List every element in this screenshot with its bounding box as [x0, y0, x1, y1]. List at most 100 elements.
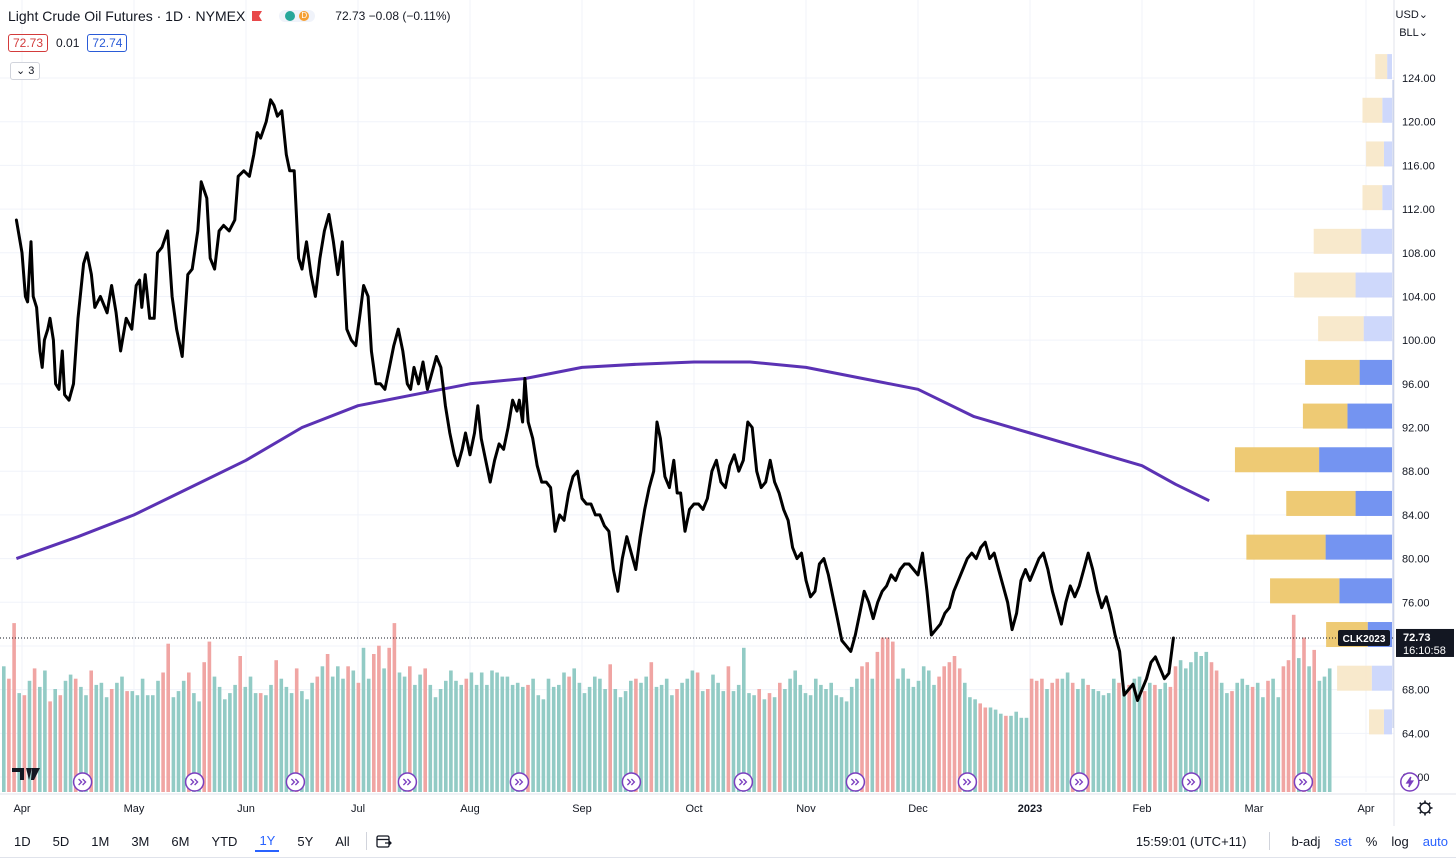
volume-bar — [1024, 717, 1029, 792]
volume-bar — [1240, 678, 1245, 792]
volume-bar — [320, 666, 325, 792]
percent-toggle[interactable]: % — [1365, 833, 1378, 849]
volume-bar — [685, 678, 690, 792]
volume-profile-up — [1362, 185, 1383, 211]
dividend-event-icon[interactable] — [1293, 772, 1314, 792]
dividend-event-icon[interactable] — [397, 772, 418, 792]
volume-bar — [387, 647, 391, 792]
volume-bar — [1029, 678, 1034, 792]
range-button-3m[interactable]: 3M — [131, 833, 150, 849]
range-button-ytd[interactable]: YTD — [211, 833, 238, 849]
volume-bar — [1142, 691, 1147, 792]
indicator-collapse-button[interactable]: ⌄ 3 — [10, 62, 41, 80]
moving-average-line — [15, 360, 1210, 561]
volume-bar — [690, 670, 695, 792]
range-button-1m[interactable]: 1M — [91, 833, 110, 849]
volume-bar — [366, 678, 371, 792]
clock-text[interactable]: 15:59:01 (UTC+11) — [1135, 833, 1247, 849]
dividend-event-icon[interactable] — [845, 772, 866, 792]
volume-bar — [1230, 691, 1234, 792]
x-tick-label: Aug — [460, 803, 480, 815]
badj-toggle[interactable]: b-adj — [1291, 833, 1321, 849]
dividend-event-icon[interactable] — [733, 772, 754, 792]
volume-bar — [274, 660, 278, 792]
volume-bar — [916, 680, 921, 792]
volume-bar — [1055, 678, 1060, 792]
volume-bar — [1194, 651, 1198, 792]
gear-icon[interactable] — [1417, 800, 1433, 816]
range-button-5d[interactable]: 5D — [52, 833, 70, 849]
flag-icon[interactable] — [251, 11, 263, 21]
x-tick-label: Mar — [1245, 803, 1264, 815]
x-tick-label: Dec — [908, 803, 928, 815]
dividend-event-icon[interactable] — [72, 772, 93, 792]
set-toggle[interactable]: set — [1334, 833, 1352, 849]
volume-bar — [176, 691, 181, 792]
range-button-6m[interactable]: 6M — [171, 833, 190, 849]
symbol-label: CLK2023 — [1343, 634, 1386, 645]
volume-bar — [1004, 715, 1008, 792]
volume-bar — [145, 695, 150, 792]
volume-bar — [716, 682, 720, 792]
ask-badge[interactable]: 72.74 — [87, 34, 128, 52]
log-toggle[interactable]: log — [1391, 833, 1409, 849]
volume-bar — [1322, 676, 1327, 792]
earnings-lightning-icon[interactable] — [1400, 772, 1420, 792]
dividend-event-icon[interactable] — [621, 772, 642, 792]
volume-profile-up — [1362, 97, 1383, 123]
range-button-1y[interactable]: 1Y — [255, 831, 280, 852]
volume-profile-down — [1383, 709, 1392, 735]
dividend-event-icon[interactable] — [1181, 772, 1202, 792]
dividend-event-icon[interactable] — [509, 772, 530, 792]
auto-toggle[interactable]: auto — [1422, 833, 1448, 849]
dividend-event-icon[interactable] — [285, 772, 306, 792]
volume-bar — [798, 684, 803, 792]
volume-bar — [1276, 697, 1281, 792]
volume-bar — [839, 697, 844, 792]
volume-bar — [664, 678, 669, 792]
volume-bar — [793, 670, 797, 792]
volume-bar — [2, 666, 6, 792]
symbol-label-bg — [1338, 629, 1390, 646]
range-button-1d[interactable]: 1D — [14, 833, 31, 849]
range-button-all[interactable]: All — [335, 833, 350, 849]
volume-bar — [418, 674, 422, 792]
volume-bar — [485, 684, 489, 792]
volume-bar — [197, 701, 201, 792]
x-tick-label: Apr — [1357, 803, 1374, 815]
volume-bar — [700, 691, 705, 792]
currency-selector[interactable]: USD⌄ — [1395, 9, 1428, 21]
chevron-down-icon: ⌄ — [1418, 9, 1428, 21]
volume-bar — [988, 707, 993, 792]
goto-date-icon[interactable] — [375, 833, 393, 849]
unit-selector[interactable]: BLL⌄ — [1399, 27, 1428, 39]
volume-bar — [927, 670, 931, 792]
bid-badge[interactable]: 72.73 — [8, 34, 49, 52]
volume-bar — [7, 678, 11, 792]
price-chart[interactable]: 124.00 120.00 116.00 112.00 108.00 104.00 100.… — [0, 0, 1456, 826]
volume-bar — [659, 684, 664, 792]
volume-bar — [1091, 689, 1096, 792]
last-price-text: 72.73 −0.08 (−0.11%) — [335, 9, 451, 23]
volume-bar — [464, 678, 469, 792]
volume-bar — [824, 689, 828, 792]
volume-bar — [849, 686, 854, 792]
volume-bar — [1209, 662, 1214, 792]
y-tick-label: 68.00 — [1402, 685, 1430, 697]
volume-bar — [1065, 672, 1070, 792]
volume-bar — [43, 670, 47, 792]
dividend-event-icon[interactable] — [1069, 772, 1090, 792]
market-status[interactable]: D — [279, 10, 316, 22]
dividend-event-icon[interactable] — [957, 772, 978, 792]
y-tick-label: 80.00 — [1402, 554, 1430, 566]
volume-bar — [372, 654, 376, 792]
volume-bar — [1312, 649, 1316, 792]
dividend-event-icon[interactable] — [184, 772, 205, 792]
volume-bar — [1204, 651, 1209, 792]
volume-bar — [711, 674, 715, 792]
volume-bar — [510, 684, 515, 792]
range-button-5y[interactable]: 5Y — [297, 833, 314, 849]
volume-bar — [151, 695, 155, 792]
volume-bar — [17, 693, 21, 792]
volume-bar — [233, 684, 237, 792]
